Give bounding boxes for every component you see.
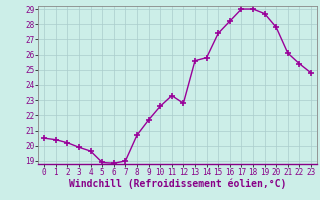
X-axis label: Windchill (Refroidissement éolien,°C): Windchill (Refroidissement éolien,°C) — [69, 179, 286, 189]
